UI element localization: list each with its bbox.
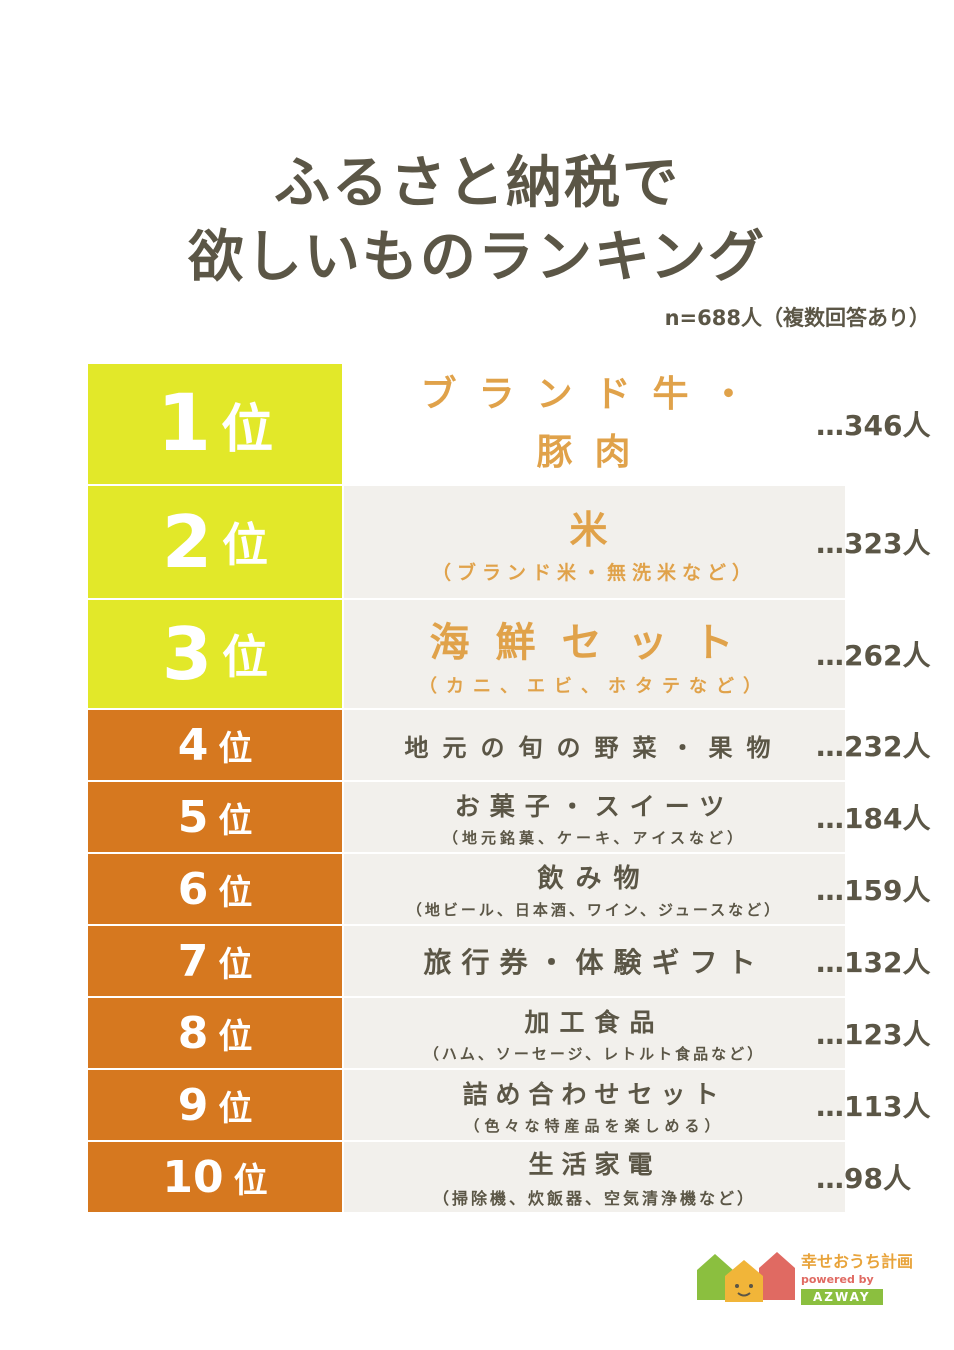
rank-number: 9 (177, 1079, 209, 1131)
item-name: お菓子・スイーツ (454, 791, 735, 821)
rank-suffix: 位 (222, 630, 269, 684)
rank-number: 7 (177, 935, 209, 987)
item-cell: 詰め合わせセット （色々な特産品を楽しめる） (344, 1070, 845, 1140)
count-value: …323人 (816, 527, 931, 560)
logo-powered-by: powered by (801, 1273, 874, 1286)
item-subtitle: （地ビール、日本酒、ワイン、ジュースなど） (406, 901, 783, 919)
item-name: 詰め合わせセット (462, 1079, 727, 1109)
rank-number: 2 (161, 500, 213, 584)
count-value: …159人 (816, 874, 931, 907)
item-name: ブランド牛・豚肉 (420, 374, 769, 473)
rank-number: 4 (177, 719, 209, 771)
count-value: …262人 (816, 639, 931, 672)
rank-suffix: 位 (218, 1088, 253, 1129)
rank-suffix: 位 (233, 1160, 268, 1201)
item-cell: ブランド牛・豚肉 (344, 364, 845, 484)
count-value: …184人 (816, 802, 931, 835)
item-name: 旅行券・体験ギフト (423, 946, 766, 979)
ranking-row: 1 位ブランド牛・豚肉 …346人 (88, 364, 938, 484)
item-subtitle: （色々な特産品を楽しめる） (464, 1116, 725, 1135)
ranking-row: 10 位 生活家電 （掃除機、炊飯器、空気清浄機など） …98人 (88, 1142, 938, 1212)
title-line-1: ふるさと納税で (274, 151, 680, 216)
item-subtitle: （カニ、エビ、ホタテなど） (419, 676, 770, 697)
count-value: …232人 (816, 730, 931, 763)
rank-number: 3 (161, 612, 213, 696)
item-subtitle: （ハム、ソーセージ、レトルト食品など） (423, 1044, 766, 1063)
rank-number: 1 (156, 379, 212, 469)
sample-size-note: n=688人（複数回答あり） (664, 306, 930, 330)
rank-suffix: 位 (222, 518, 269, 572)
item-cell: 地元の旬の野菜・果物 (344, 710, 845, 780)
ranking-row: 5 位 お菓子・スイーツ （地元銘菓、ケーキ、アイスなど） …184人 (88, 782, 938, 852)
ranking-row: 9 位 詰め合わせセット （色々な特産品を楽しめる） …113人 (88, 1070, 938, 1140)
rank-suffix: 位 (218, 728, 253, 769)
item-cell: お菓子・スイーツ （地元銘菓、ケーキ、アイスなど） (344, 782, 845, 852)
item-subtitle: （掃除機、炊飯器、空気清浄機など） (432, 1189, 756, 1208)
houses-icon (697, 1252, 795, 1302)
rank-cell: 10 位 (88, 1142, 342, 1212)
ranking-row: 3 位 海鮮セット （カニ、エビ、ホタテなど） …262人 (88, 600, 938, 708)
rank-suffix: 位 (218, 872, 253, 913)
ranking-row: 6 位 飲み物 （地ビール、日本酒、ワイン、ジュースなど） …159人 (88, 854, 938, 924)
ranking-row: 2 位 米 （ブランド米・無洗米など） …323人 (88, 486, 938, 598)
ranking-row: 4 位 地元の旬の野菜・果物 …232人 (88, 710, 938, 780)
rank-number: 10 (162, 1151, 224, 1203)
logo-brand-badge: AZWAY (801, 1289, 883, 1305)
item-name: 地元の旬の野菜・果物 (404, 733, 785, 762)
item-cell: 飲み物 （地ビール、日本酒、ワイン、ジュースなど） (344, 854, 845, 924)
item-name: 飲み物 (537, 864, 652, 894)
title-line-2: 欲しいものランキング (187, 225, 767, 290)
item-cell: 米 （ブランド米・無洗米など） (344, 486, 845, 598)
rank-number: 5 (177, 791, 209, 843)
item-subtitle: （地元銘菓、ケーキ、アイスなど） (443, 828, 746, 847)
count-value: …123人 (816, 1018, 931, 1051)
rank-suffix: 位 (221, 399, 274, 460)
ranking-row: 8 位 加工食品 （ハム、ソーセージ、レトルト食品など） …123人 (88, 998, 938, 1068)
item-cell: 加工食品 （ハム、ソーセージ、レトルト食品など） (344, 998, 845, 1068)
item-name: 米 (569, 508, 620, 552)
item-name: 海鮮セット (429, 620, 760, 666)
brand-logo: 幸せおうち計画 powered by AZWAY (693, 1246, 923, 1306)
rank-suffix: 位 (218, 1016, 253, 1057)
count-value: …132人 (816, 946, 931, 979)
rank-suffix: 位 (218, 800, 253, 841)
item-subtitle: （ブランド米・無洗米など） (431, 562, 757, 584)
rank-number: 6 (177, 863, 209, 915)
item-name: 加工食品 (524, 1007, 665, 1037)
count-value: …113人 (816, 1090, 931, 1123)
logo-title: 幸せおうち計画 (801, 1252, 914, 1271)
item-cell: 生活家電 （掃除機、炊飯器、空気清浄機など） (344, 1142, 845, 1212)
item-cell: 旅行券・体験ギフト (344, 926, 845, 996)
ranking-row: 7 位 旅行券・体験ギフト …132人 (88, 926, 938, 996)
item-name: 生活家電 (528, 1150, 661, 1179)
rank-suffix: 位 (218, 944, 253, 985)
count-value: …346人 (816, 409, 931, 442)
item-cell: 海鮮セット （カニ、エビ、ホタテなど） (344, 600, 845, 708)
rank-number: 8 (177, 1007, 209, 1059)
count-value: …98人 (816, 1162, 911, 1195)
